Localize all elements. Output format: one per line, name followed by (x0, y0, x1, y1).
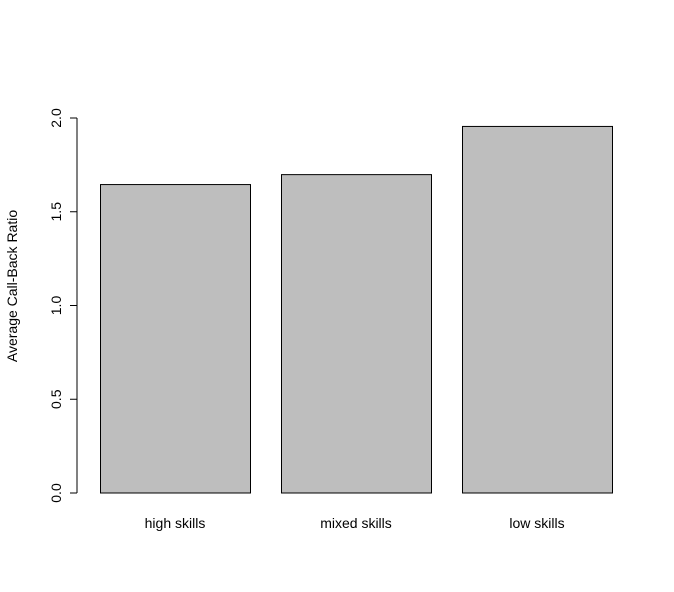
y-tick-label: 0.0 (48, 483, 64, 503)
bar-high-skills (100, 184, 251, 494)
y-axis: 0.0 0.5 1.0 1.5 2.0 (48, 108, 78, 503)
x-category-label: low skills (509, 515, 564, 531)
x-category-label: mixed skills (320, 515, 392, 531)
y-tick-label: 1.5 (48, 202, 64, 222)
x-category-label: high skills (145, 515, 206, 531)
y-axis-title: Average Call-Back Ratio (4, 210, 20, 362)
y-tick-label: 0.5 (48, 389, 64, 409)
y-tick-label: 1.0 (48, 296, 64, 316)
bars-group (100, 125, 613, 494)
bar-mixed-skills (281, 174, 432, 494)
y-tick-label: 2.0 (48, 108, 64, 128)
bar-low-skills (462, 125, 613, 494)
x-axis-labels: high skills mixed skills low skills (145, 515, 565, 531)
